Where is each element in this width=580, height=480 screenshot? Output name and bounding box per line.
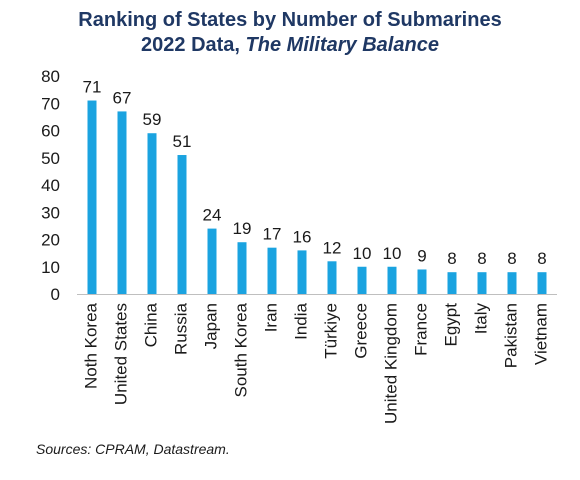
x-tick-label: United States — [111, 303, 130, 405]
x-tick-label: Japan — [201, 303, 220, 349]
data-label: 17 — [263, 225, 282, 244]
x-tick-label: Vietnam — [531, 303, 550, 365]
title-line: Ranking of States by Number of Submarine… — [78, 9, 502, 31]
y-tick-label: 20 — [41, 231, 60, 250]
y-tick-label: 30 — [41, 203, 60, 222]
chart-title: Ranking of States by Number of Submarine… — [0, 8, 580, 58]
data-label: 59 — [143, 110, 162, 129]
x-tick-label: China — [141, 302, 160, 347]
x-tick-label: Türkiye — [321, 303, 340, 359]
bar — [87, 100, 97, 295]
x-tick-label: United Kingdom — [381, 303, 400, 424]
y-axis: 0 10 20 30 40 50 60 70 80 — [41, 67, 60, 304]
y-tick-label: 10 — [41, 258, 60, 277]
bar — [147, 133, 157, 294]
y-tick-label: 50 — [41, 149, 60, 168]
bar — [207, 228, 217, 294]
bar — [357, 266, 367, 294]
x-tick-label: Russia — [171, 302, 190, 355]
data-label: 9 — [417, 246, 426, 265]
x-tick-label: France — [411, 303, 430, 356]
source-note: Sources: CPRAM, Datastream. — [36, 441, 230, 457]
data-label: 8 — [537, 249, 546, 268]
bar — [327, 261, 337, 294]
x-tick-label: Greece — [351, 303, 370, 359]
bar — [477, 272, 487, 294]
x-axis: Noth Korea United States China Russia Japan S… — [77, 294, 557, 424]
bar — [297, 250, 307, 294]
x-tick-label: India — [291, 302, 310, 339]
subtitle-prefix: 2022 Data, — [141, 34, 246, 56]
bar — [537, 272, 547, 294]
bar — [117, 111, 127, 294]
data-label: 8 — [477, 249, 486, 268]
bar — [177, 155, 187, 294]
y-tick-label: 0 — [51, 285, 60, 304]
y-tick-label: 80 — [41, 67, 60, 86]
subtitle-source: The Military Balance — [245, 34, 439, 56]
x-tick-label: Italy — [471, 303, 490, 335]
bar — [417, 269, 427, 294]
data-label: 12 — [323, 238, 342, 257]
subtitle-line: 2022 Data, The Military Balance — [0, 33, 580, 58]
x-tick-label: South Korea — [231, 302, 250, 397]
x-tick-label: Iran — [261, 303, 280, 332]
data-label: 67 — [113, 88, 132, 107]
y-tick-label: 60 — [41, 122, 60, 141]
bar — [387, 266, 397, 294]
data-label: 10 — [353, 244, 372, 263]
y-tick-label: 40 — [41, 176, 60, 195]
data-label: 71 — [83, 78, 102, 97]
data-label: 16 — [293, 227, 312, 246]
data-label: 24 — [203, 206, 222, 225]
y-tick-label: 70 — [41, 94, 60, 113]
bar — [447, 272, 457, 294]
x-tick-label: Noth Korea — [81, 302, 100, 389]
bars — [87, 100, 547, 295]
x-tick-label: Egypt — [441, 303, 460, 347]
x-tick-label: Pakistan — [501, 303, 520, 368]
data-label: 8 — [447, 249, 456, 268]
bar — [507, 272, 517, 294]
data-label: 19 — [233, 219, 252, 238]
data-label: 8 — [507, 249, 516, 268]
data-label: 10 — [383, 244, 402, 263]
data-label: 51 — [173, 132, 192, 151]
bar — [237, 242, 247, 294]
data-labels: 71 67 59 51 24 19 17 16 12 10 10 9 8 8 8 8 — [83, 78, 547, 269]
bar — [267, 247, 277, 294]
